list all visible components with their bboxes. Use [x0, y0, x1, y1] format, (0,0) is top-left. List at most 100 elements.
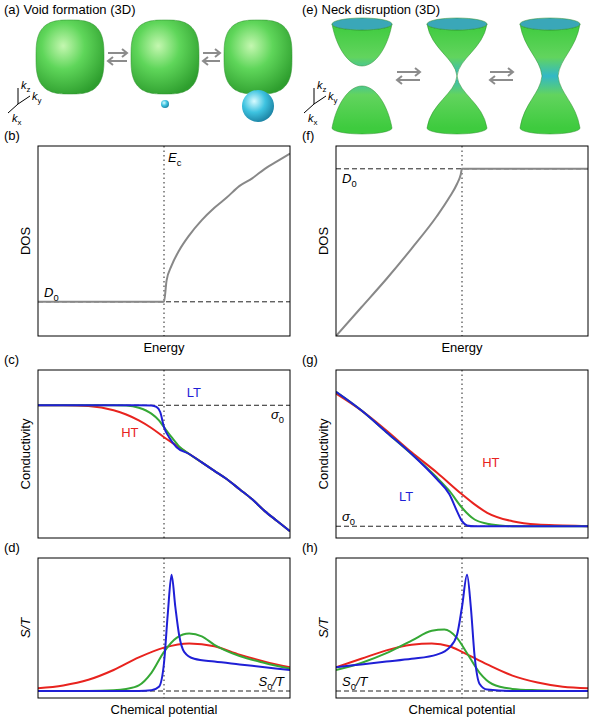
- series-line: [38, 405, 290, 531]
- plot-frame: [336, 146, 588, 336]
- text-part: S: [259, 674, 268, 689]
- k-axis: [18, 96, 30, 104]
- fermi-surface: [131, 20, 199, 94]
- plot-panel: Ec D0 (b) Energy DOS: [4, 128, 290, 355]
- fermi-surface: [36, 20, 104, 94]
- text-part: y: [38, 96, 42, 105]
- arrow-head: [508, 68, 513, 76]
- text-part: x: [18, 118, 22, 127]
- text-part: /T: [271, 674, 285, 689]
- text-part: D: [44, 285, 53, 300]
- void-pocket: [242, 90, 274, 122]
- reference-line: [164, 370, 165, 538]
- surface-opening: [427, 18, 487, 30]
- panel-title: (c): [4, 352, 19, 367]
- arrow-head: [490, 76, 495, 84]
- reference-line: [462, 558, 463, 698]
- y-axis-title: S/T: [18, 617, 33, 638]
- series-line: [336, 392, 588, 526]
- text-part: z: [27, 85, 31, 94]
- y-axis-title: DOS: [316, 227, 331, 256]
- panel-title: (g): [302, 352, 318, 367]
- panel-title: (b): [4, 128, 20, 143]
- text-part: z: [323, 85, 327, 94]
- text-part: D: [342, 171, 351, 186]
- fermi-surface: [427, 24, 487, 134]
- reference-line: [164, 558, 165, 698]
- text-part: S/T: [18, 617, 33, 638]
- series-label: HT: [121, 425, 138, 440]
- text-part: 0: [53, 293, 58, 303]
- series-line: [38, 154, 290, 302]
- diagram-panel: (a) Void formation (3D)kzkykx: [4, 2, 292, 127]
- text-part: S/T: [316, 617, 331, 638]
- text-part: E: [168, 150, 177, 165]
- series-line: [336, 575, 588, 691]
- x-axis-title: Chemical potential: [409, 702, 516, 717]
- plot-marks: [38, 558, 290, 698]
- k-axis: [314, 88, 315, 104]
- arrow: [397, 71, 420, 73]
- text-part: S: [342, 674, 351, 689]
- arrow: [108, 52, 127, 54]
- y-axis-title: DOS: [18, 227, 33, 256]
- panel-title: (d): [4, 540, 20, 555]
- plot-marks: [336, 146, 588, 336]
- x-axis-title: Energy: [143, 340, 185, 355]
- plot-frame: [38, 146, 290, 336]
- series-label: HT: [482, 455, 499, 470]
- k-axis: [18, 88, 19, 104]
- y-axis-title: Conductivity: [18, 418, 33, 489]
- reference-label: S0/T: [342, 674, 368, 692]
- arrow-head: [122, 49, 127, 57]
- text-part: c: [177, 158, 182, 168]
- text-part: 0: [279, 415, 284, 425]
- plot-panel: S0/T(h)Chemical potentialS/T: [302, 540, 588, 717]
- fermi-surface: [332, 86, 392, 134]
- arrow: [203, 52, 220, 54]
- arrow: [397, 79, 420, 81]
- series-line: [336, 629, 588, 691]
- void-pocket: [161, 100, 169, 108]
- fermi-surface: [224, 20, 292, 94]
- plot-panel: S0/T(d)Chemical potentialS/T: [4, 540, 290, 717]
- diagram-panel: (e) Neck disruption (3D)kzkykx: [302, 2, 580, 134]
- figure: (a) Void formation (3D)kzkykx(e) Neck di…: [0, 0, 595, 726]
- panel-title: (e) Neck disruption (3D): [302, 2, 440, 17]
- plot-marks: [38, 370, 290, 538]
- x-axis-title: Energy: [441, 340, 483, 355]
- plot-frame: [336, 370, 588, 538]
- reference-label: σ0: [342, 509, 355, 527]
- arrow: [203, 60, 220, 62]
- arrow: [490, 79, 513, 81]
- plot-frame: [38, 370, 290, 538]
- plot-marks: [38, 146, 290, 336]
- series-label: LT: [187, 385, 201, 400]
- y-axis-title: Conductivity: [316, 418, 331, 489]
- series-label: LT: [399, 489, 413, 504]
- reference-label: σ0: [271, 407, 284, 425]
- series-line: [38, 575, 290, 691]
- arrow: [490, 71, 513, 73]
- reference-label: D0: [342, 171, 357, 189]
- surface-opening: [332, 18, 392, 30]
- plot-marks: [336, 558, 588, 698]
- reference-label: Ec: [168, 150, 182, 168]
- plot-panel: D0 (f) Energy DOS: [302, 128, 588, 355]
- x-axis-title: Chemical potential: [111, 702, 218, 717]
- plot-panel: σ0 HT LT (g) Conductivity: [302, 352, 588, 538]
- arrow-head: [397, 76, 402, 84]
- fermi-surface: [332, 24, 392, 66]
- fermi-surface: [520, 24, 580, 134]
- panel-title: (a) Void formation (3D): [4, 2, 136, 17]
- k-axis-label: ky: [32, 90, 42, 105]
- k-axis-label: kx: [12, 112, 22, 127]
- reference-line: [462, 370, 463, 538]
- arrow-head: [215, 49, 220, 57]
- k-axis: [314, 96, 326, 104]
- series-line: [336, 169, 588, 336]
- panel-title: (f): [302, 128, 314, 143]
- text-part: y: [334, 96, 338, 105]
- plot-frame: [336, 558, 588, 698]
- arrow-head: [108, 57, 113, 65]
